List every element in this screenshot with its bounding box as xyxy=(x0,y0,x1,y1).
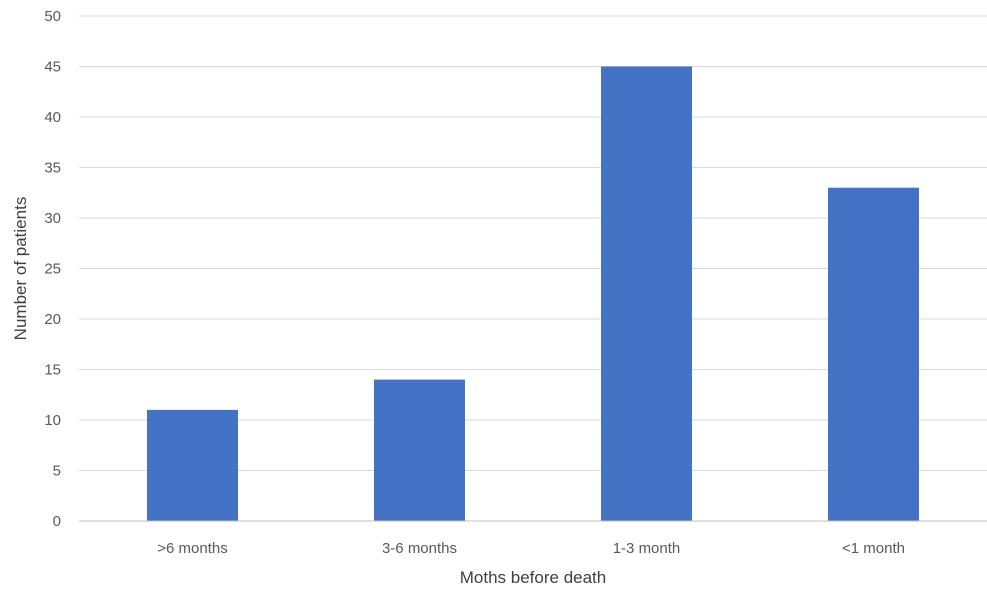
y-tick-label: 0 xyxy=(53,513,61,530)
y-axis-title: Number of patients xyxy=(11,197,30,341)
y-tick-label: 20 xyxy=(44,311,61,328)
bars xyxy=(147,66,919,521)
y-tick-label: 35 xyxy=(44,160,61,177)
y-tick-label: 15 xyxy=(44,362,61,379)
x-tick-label: >6 months xyxy=(157,540,227,557)
x-axis-title: Moths before death xyxy=(460,568,606,587)
bar xyxy=(374,379,465,521)
bar xyxy=(147,409,238,521)
x-tick-label: 3-6 months xyxy=(382,540,457,557)
y-tick-label: 45 xyxy=(44,59,61,76)
x-tick-label: 1-3 month xyxy=(613,540,681,557)
y-tick-label: 10 xyxy=(44,412,61,429)
y-tick-label: 30 xyxy=(44,210,61,227)
x-axis-ticks: >6 months 3-6 months 1-3 month <1 month xyxy=(157,540,905,557)
y-tick-label: 40 xyxy=(44,109,61,126)
x-tick-label: <1 month xyxy=(842,540,905,557)
y-axis-ticks: 0 5 10 15 20 25 30 35 40 45 50 xyxy=(44,8,61,530)
y-tick-label: 25 xyxy=(44,261,61,278)
bar xyxy=(601,66,692,521)
y-tick-label: 50 xyxy=(44,8,61,25)
bar xyxy=(828,187,919,521)
y-tick-label: 5 xyxy=(53,463,61,480)
